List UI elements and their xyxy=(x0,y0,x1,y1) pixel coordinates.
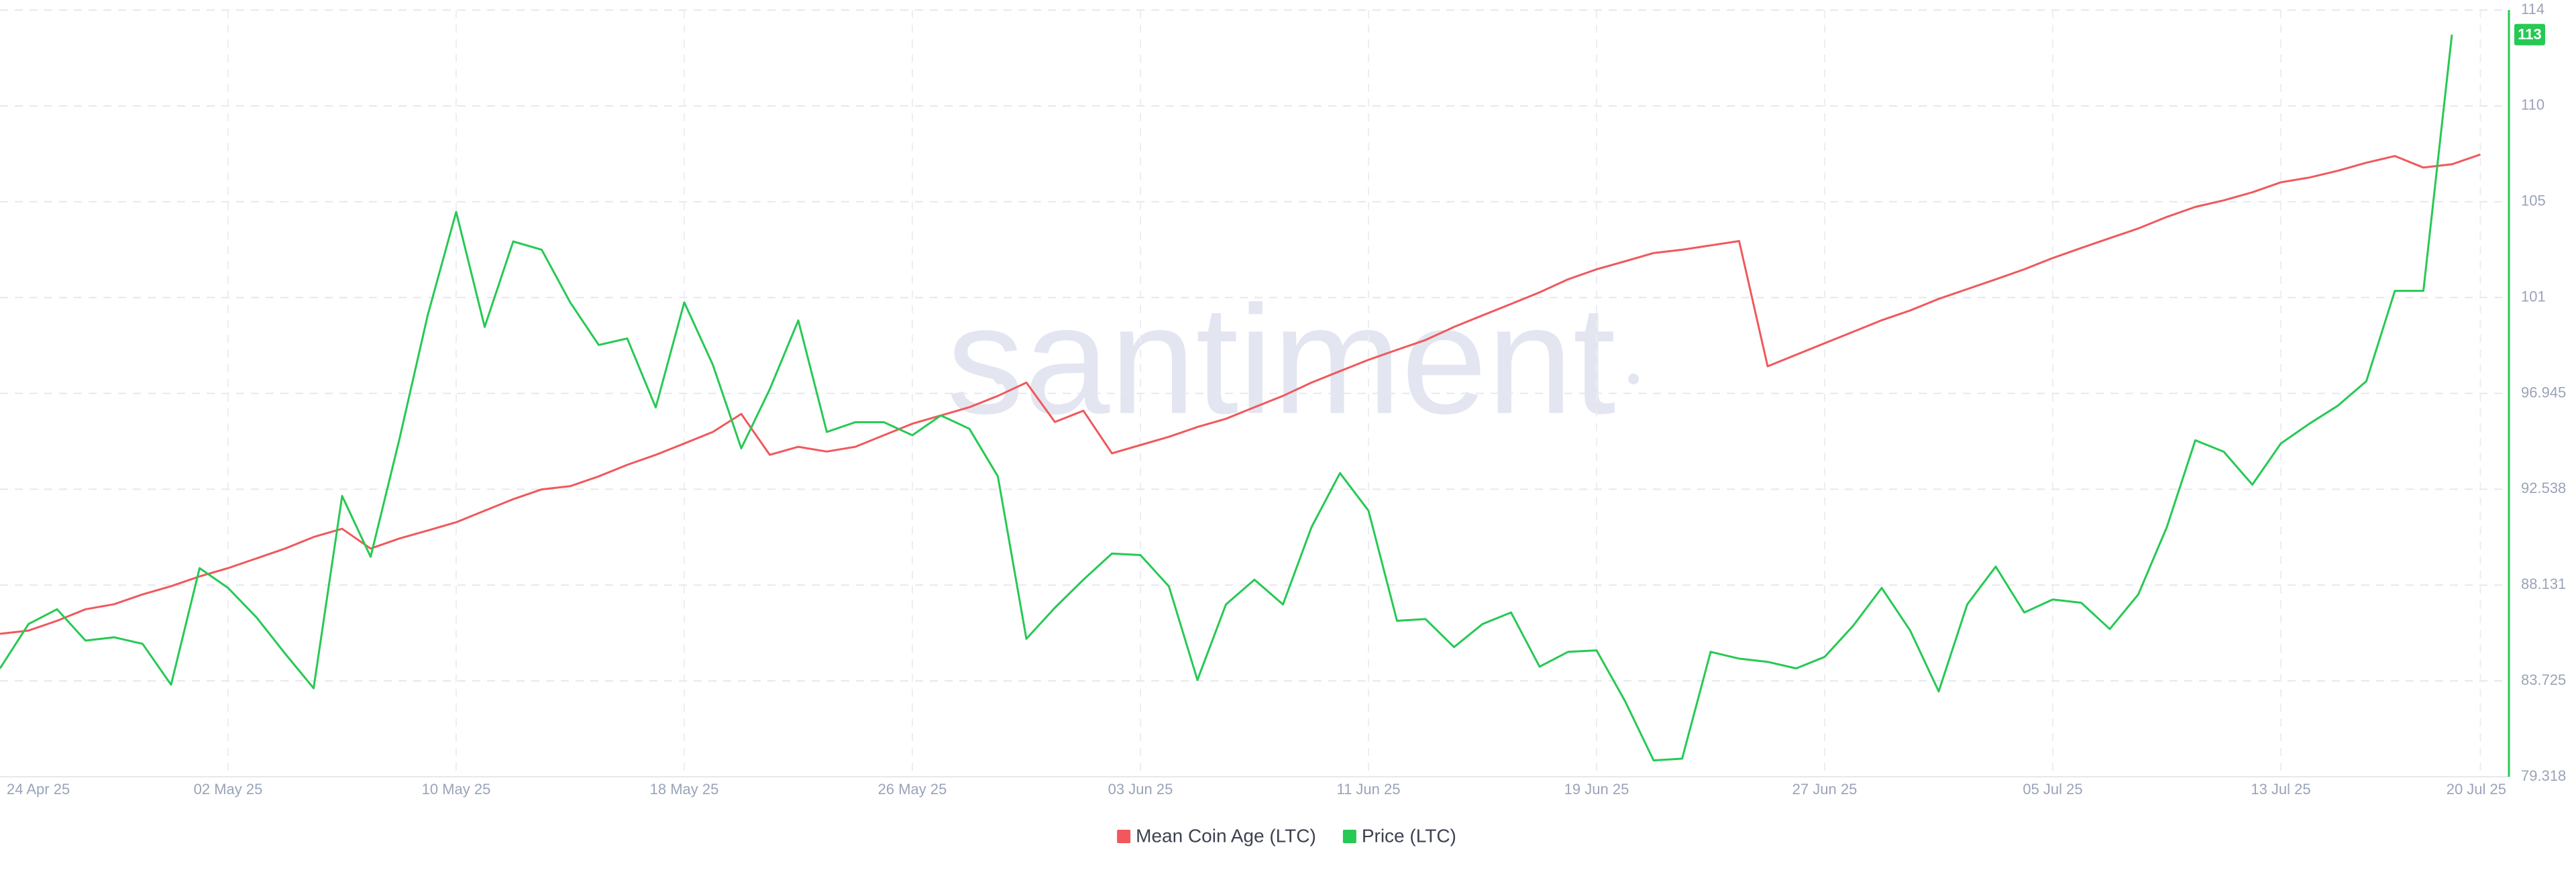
x-tick-label: 20 Jul 25 xyxy=(2447,781,2506,798)
x-tick-label: 11 Jun 25 xyxy=(1336,781,1400,798)
y-tick-label: 88.131 xyxy=(2521,576,2566,592)
watermark-dot xyxy=(1628,374,1639,384)
value-label: 113 xyxy=(2518,25,2542,42)
y-tick-label: 114 xyxy=(2521,1,2544,17)
x-tick-label: 27 Jun 25 xyxy=(1792,781,1858,798)
legend-label: Price (LTC) xyxy=(1362,825,1456,846)
series-line xyxy=(0,34,2453,762)
y-tick-label: 92.538 xyxy=(2521,480,2566,496)
y-tick-label: 79.318 xyxy=(2521,767,2566,784)
legend-label: Mean Coin Age (LTC) xyxy=(1136,825,1316,846)
watermark-text: santiment xyxy=(947,274,1615,446)
legend-swatch xyxy=(1342,830,1356,843)
x-tick-label: 10 May 25 xyxy=(422,781,491,798)
watermark: santiment xyxy=(947,274,1639,446)
y-tick-label: 96.945 xyxy=(2521,384,2566,400)
watermark-dot xyxy=(994,374,1005,384)
legend-swatch xyxy=(1117,830,1131,843)
y-tick-label: 110 xyxy=(2521,97,2544,113)
y-tick-label: 101 xyxy=(2521,288,2546,305)
x-tick-label: 18 May 25 xyxy=(650,781,719,798)
x-tick-label: 26 May 25 xyxy=(878,781,947,798)
legend: Mean Coin Age (LTC) Price (LTC) xyxy=(1117,825,1456,846)
x-tick-label: 24 Apr 25 xyxy=(7,781,70,798)
x-tick-label: 13 Jul 25 xyxy=(2251,781,2310,798)
x-tick-label: 19 Jun 25 xyxy=(1564,781,1629,798)
x-tick-label: 03 Jun 25 xyxy=(1108,781,1173,798)
y-tick-label: 105 xyxy=(2521,193,2546,209)
value-badge xyxy=(2514,23,2545,46)
x-tick-label: 02 May 25 xyxy=(194,781,263,798)
y-tick-label: 83.725 xyxy=(2521,671,2566,688)
x-tick-label: 05 Jul 25 xyxy=(2023,781,2082,798)
series-line xyxy=(0,153,2481,635)
